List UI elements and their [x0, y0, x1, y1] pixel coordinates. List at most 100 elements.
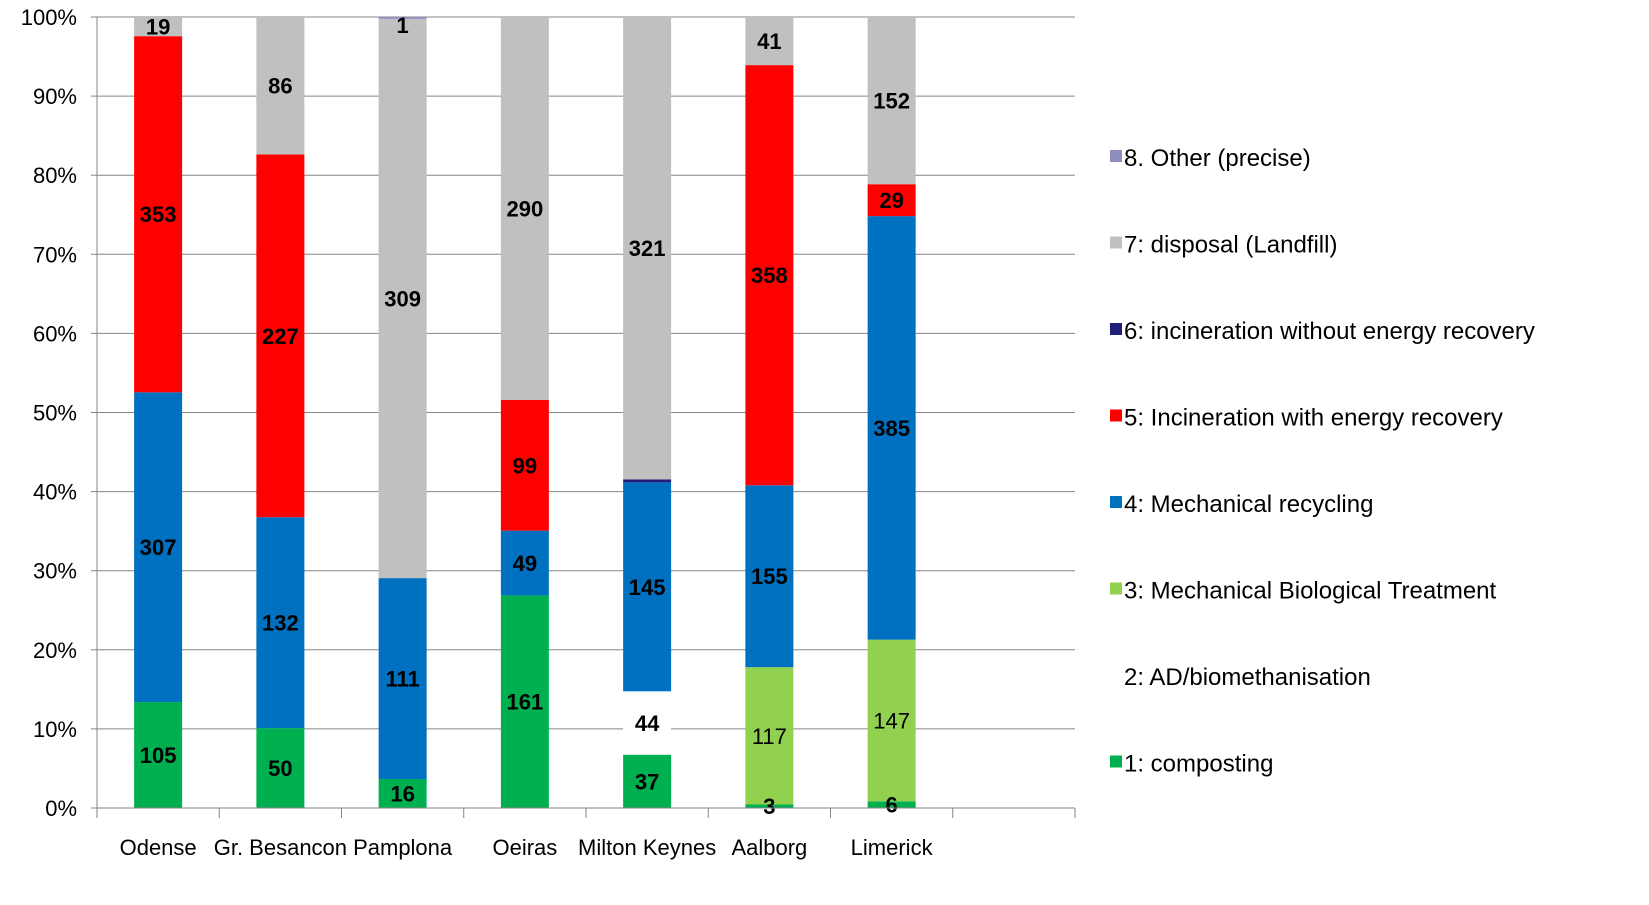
data-label: 50 [268, 756, 292, 781]
legend-label: 7: disposal (Landfill) [1124, 232, 1337, 259]
legend-item: 7: disposal (Landfill) [1110, 232, 1337, 259]
y-tick-label: 20% [33, 638, 77, 663]
bar-segment [745, 65, 794, 486]
y-tick-label: 70% [33, 242, 77, 267]
legend-item: 6: incineration without energy recovery [1110, 318, 1535, 345]
bar-segment [134, 36, 183, 393]
bar-segment [623, 482, 672, 692]
legend-item: 8. Other (precise) [1110, 145, 1311, 172]
legend-label: 3: Mechanical Biological Treatment [1124, 578, 1497, 605]
bar-segment [745, 667, 794, 805]
bar-segment [500, 595, 549, 808]
x-tick-label: Milton Keynes [578, 835, 716, 860]
y-tick-label: 100% [21, 5, 77, 30]
bar-segment [867, 639, 916, 802]
bar-segment [745, 17, 794, 66]
legend-item: 3: Mechanical Biological Treatment [1110, 578, 1497, 605]
data-label: 152 [873, 89, 910, 114]
data-label: 117 [752, 724, 787, 749]
legend-swatch [1110, 236, 1122, 249]
x-tick-label: Limerick [851, 835, 934, 860]
legend-swatch [1110, 150, 1122, 162]
legend-swatch [1110, 496, 1122, 508]
legend-label: 4: Mechanical recycling [1124, 491, 1373, 518]
gridlines [97, 16, 1075, 809]
data-labels: 105 307 353 19 50 132 227 86 16 111 309 1 161 49 99 290… [140, 13, 910, 819]
legend-label: 6: incineration without energy recovery [1124, 318, 1535, 345]
legend-item: 1: composting [1110, 751, 1273, 778]
data-label: 99 [513, 453, 537, 478]
legend-swatch [1110, 409, 1122, 422]
legend-item: 5: Incineration with energy recovery [1110, 405, 1503, 432]
x-tick-label: Odense [120, 835, 197, 860]
y-tick-label: 0% [45, 796, 77, 821]
bar-segment [623, 17, 672, 480]
bars [134, 17, 916, 808]
data-label: 307 [140, 535, 177, 560]
bar-segment [623, 691, 672, 755]
legend-label: 5: Incineration with energy recovery [1124, 405, 1503, 432]
x-tick-label: Oeiras [492, 835, 557, 860]
bar-segment [500, 399, 549, 531]
data-label: 132 [262, 611, 299, 636]
data-label: 29 [879, 188, 903, 213]
bar-segment [745, 804, 794, 808]
bar-segment [378, 779, 427, 808]
legend-item: 2: AD/biomethanisation [1110, 664, 1371, 691]
bar-segment [378, 18, 427, 579]
legend-label: 2: AD/biomethanisation [1124, 664, 1371, 691]
legend-swatch [1110, 755, 1122, 768]
bar-segment [134, 702, 183, 808]
y-tick-label: 50% [33, 401, 77, 426]
data-label: 227 [262, 324, 299, 349]
data-label: 44 [635, 711, 660, 736]
data-label: 155 [751, 564, 788, 589]
legend-label: 1: composting [1124, 751, 1273, 778]
bar-segment [500, 17, 549, 400]
legend-swatch [1110, 323, 1122, 335]
legend-label: 8. Other (precise) [1124, 145, 1311, 172]
bar-segment [134, 392, 183, 703]
bar-segment [623, 754, 672, 808]
data-label: 105 [140, 743, 177, 768]
x-axis: Odense Gr. Besancon Pamplona Oeiras Milton K… [96, 807, 1076, 860]
bar-segment [867, 184, 916, 217]
bar-segment [745, 485, 794, 668]
data-label: 290 [507, 196, 544, 221]
bar-segment [256, 154, 305, 518]
y-tick-label: 40% [33, 480, 77, 505]
y-tick-label: 60% [33, 321, 77, 346]
data-label: 16 [390, 782, 414, 807]
y-axis: 0% 10% 20% 30% 40% 50% 60% 70% 80% 90% 100% [21, 5, 98, 821]
bar-segment [256, 728, 305, 808]
data-label: 321 [629, 236, 666, 261]
bar-segment [500, 530, 549, 596]
bar-segment [256, 517, 305, 729]
x-tick-label: Pamplona [353, 835, 453, 860]
data-label: 147 [873, 709, 910, 734]
bar-segment [378, 17, 427, 19]
data-label: 111 [385, 667, 419, 692]
bar-segment [378, 578, 427, 780]
bar-segment [134, 17, 183, 37]
data-label: 49 [513, 551, 537, 576]
bar-segment [256, 17, 305, 155]
x-tick-label: Aalborg [731, 835, 807, 860]
data-label: 19 [146, 15, 170, 40]
bar-segment [867, 216, 916, 640]
data-label: 6 [886, 793, 898, 818]
legend-swatch [1110, 582, 1122, 595]
bar-segment [623, 479, 672, 483]
data-label: 309 [384, 286, 421, 311]
y-tick-label: 90% [33, 84, 77, 109]
data-label: 161 [507, 690, 544, 715]
data-label: 41 [757, 29, 781, 54]
legend-swatch [1110, 669, 1122, 681]
x-tick-label: Gr. Besancon [214, 835, 347, 860]
bar-segment [867, 801, 916, 808]
y-tick-label: 10% [33, 717, 77, 742]
data-label: 145 [629, 575, 666, 600]
data-label: 358 [751, 263, 788, 288]
data-label: 353 [140, 202, 177, 227]
data-label: 37 [635, 769, 659, 794]
